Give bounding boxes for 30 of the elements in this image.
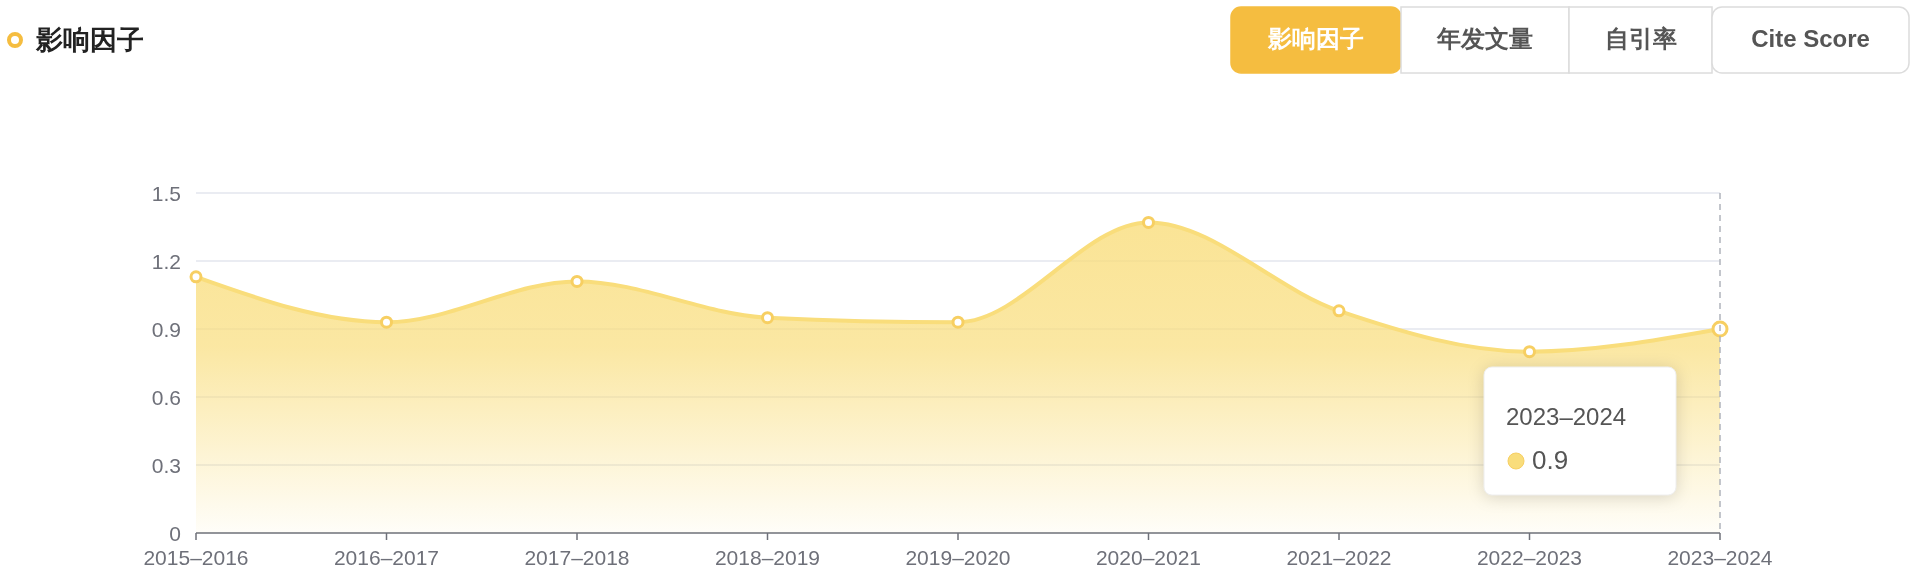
y-tick-label: 0.3	[151, 454, 181, 477]
point	[1523, 345, 1536, 359]
point	[761, 311, 774, 325]
chart-title: 影响因子	[35, 25, 144, 55]
text: 影响因子	[1267, 25, 1364, 52]
x-tick-label: 2022–2023	[1476, 546, 1583, 569]
text: Cite Score	[1751, 25, 1870, 52]
point	[189, 270, 203, 284]
annotation: 2023–2024	[1506, 403, 1627, 430]
x-tick-label: 2020–2021	[1095, 546, 1202, 569]
annotation: 0.9	[1532, 445, 1569, 475]
text: 自引率	[1604, 25, 1677, 52]
text: 年发文量	[1436, 25, 1533, 52]
y-tick-label: 0.6	[151, 386, 181, 409]
x-tick-label: 2016–2017	[333, 546, 440, 569]
x-tick-label: 2023–2024	[1667, 546, 1773, 569]
point	[1332, 304, 1346, 318]
point	[570, 274, 584, 288]
y-tick-label: 0	[169, 522, 181, 545]
point	[1142, 215, 1155, 229]
x-tick-label: 2017–2018	[524, 546, 630, 569]
y-tick-label: 1.2	[151, 250, 181, 273]
point	[951, 315, 965, 329]
y-tick-label: 1.5	[151, 182, 181, 205]
x-tick-label: 2019–2020	[905, 546, 1011, 569]
x-tick-label: 2018–2019	[714, 546, 821, 569]
x-tick-label: 2021–2022	[1286, 546, 1392, 569]
point	[380, 315, 393, 329]
y-tick-label: 0.9	[151, 318, 181, 341]
x-tick-label: 2015–2016	[143, 546, 249, 569]
